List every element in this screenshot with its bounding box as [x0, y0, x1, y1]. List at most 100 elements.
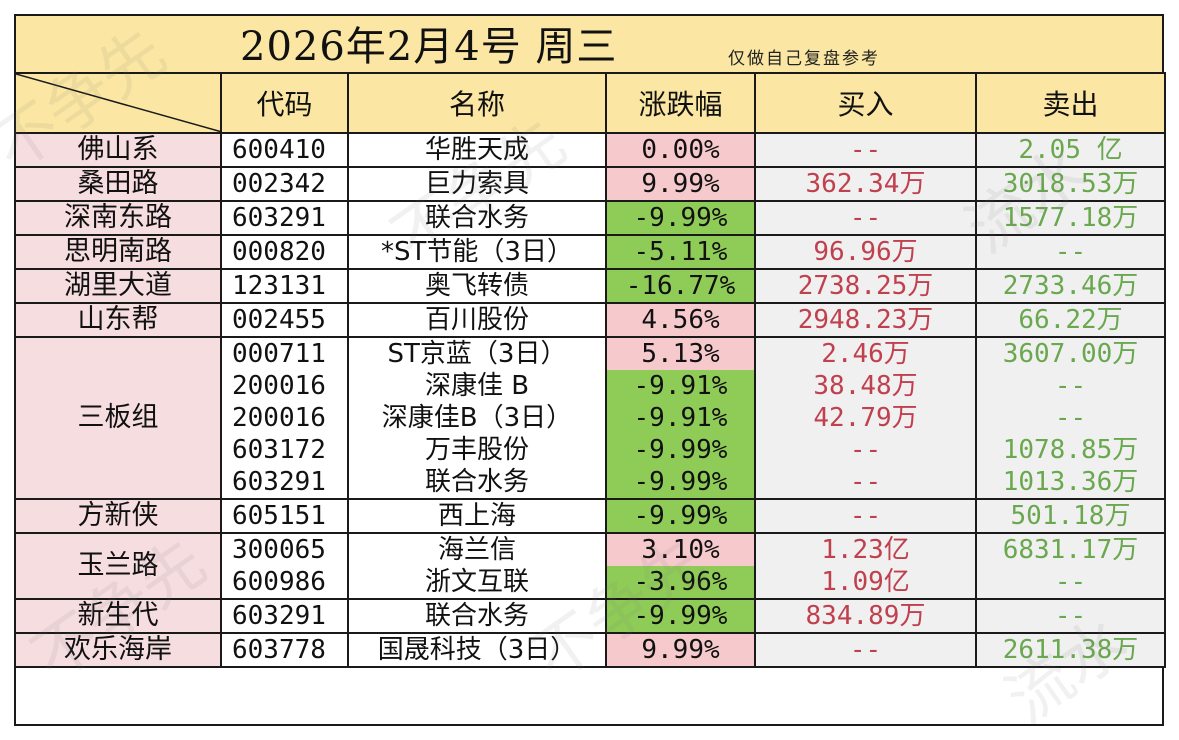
sell-amount: 66.22万	[975, 302, 1166, 338]
header-code: 代码	[220, 72, 349, 134]
stock-code: 000820	[220, 234, 349, 270]
page-title: 2026年2月4号 周三	[240, 24, 618, 70]
change-percent: 9.99%	[605, 166, 756, 202]
stock-code: 123131	[220, 268, 349, 304]
header-sell: 卖出	[975, 72, 1166, 134]
stock-code: 603291	[220, 598, 349, 634]
buy-amount: 362.34万	[754, 166, 977, 202]
page-subtitle: 仅做自己复盘参考	[728, 49, 880, 69]
change-percent: -9.99%	[605, 598, 756, 634]
sell-amount: 501.18万	[975, 498, 1166, 534]
buy-amount: 96.96万	[754, 234, 977, 270]
table-row: 方新侠 605151 西上海 -9.99% -- 501.18万	[14, 498, 1166, 534]
buy-amount: 834.89万	[754, 598, 977, 634]
diagonal-line-icon	[17, 75, 219, 131]
buy-amount: 2738.25万	[754, 268, 977, 304]
stock-code: 000711	[220, 336, 349, 370]
stock-name: 百川股份	[347, 302, 607, 338]
group-name: 深南东路	[14, 200, 222, 236]
stock-name: 华胜天成	[347, 132, 607, 168]
stock-name: 联合水务	[347, 466, 607, 500]
stock-name: 海兰信	[347, 532, 607, 566]
group-name: 新生代	[14, 598, 222, 634]
stock-code: 603172	[220, 434, 349, 466]
table-row: 欢乐海岸 603778 国晟科技（3日） 9.99% -- 2611.38万	[14, 632, 1166, 668]
sell-amount: 3018.53万	[975, 166, 1166, 202]
change-percent: 4.56%	[605, 302, 756, 338]
change-percent: -5.11%	[605, 234, 756, 270]
group-name: 欢乐海岸	[14, 632, 222, 668]
stock-name: 联合水务	[347, 598, 607, 634]
stock-code: 300065	[220, 532, 349, 566]
table-row: 600986 浙文互联 -3.96% 1.09亿 --	[15, 566, 1166, 600]
corner-cell	[14, 72, 222, 134]
sell-amount: 6831.17万	[975, 532, 1166, 566]
stock-name: 奥飞转债	[347, 268, 607, 304]
sell-amount: --	[975, 370, 1166, 402]
trading-table: 代码 名称 涨跌幅 买入 卖出 佛山系 600410 华胜天成 0.00% -- 2.05…	[14, 72, 1166, 668]
table-row: 新生代 603291 联合水务 -9.99% 834.89万 --	[14, 598, 1166, 634]
change-percent: 9.99%	[605, 632, 756, 668]
stock-code: 200016	[220, 370, 349, 402]
stock-name: 万丰股份	[347, 434, 607, 466]
stock-code: 002342	[220, 166, 349, 202]
stock-name: 联合水务	[347, 200, 607, 236]
change-percent: 3.10%	[605, 532, 756, 566]
table-row: 玉兰路 300065 海兰信 3.10% 1.23亿 6831.17万	[14, 532, 1166, 600]
group-name: 方新侠	[14, 498, 222, 534]
table-row: 山东帮 002455 百川股份 4.56% 2948.23万 66.22万	[14, 302, 1166, 338]
sell-amount: 2733.46万	[975, 268, 1166, 304]
table-row: 湖里大道 123131 奥飞转债 -16.77% 2738.25万 2733.46万	[14, 268, 1166, 304]
sell-amount: --	[975, 566, 1166, 600]
sell-amount: --	[975, 402, 1166, 434]
header-change: 涨跌幅	[605, 72, 756, 134]
sell-amount: 1078.85万	[975, 434, 1166, 466]
buy-amount: --	[754, 466, 977, 500]
table-row: 603291 联合水务 -9.99% -- 1013.36万	[15, 466, 1166, 500]
stock-name: *ST节能（3日）	[347, 234, 607, 270]
change-percent: -9.91%	[605, 370, 756, 402]
change-percent: -3.96%	[605, 566, 756, 600]
change-percent: -9.99%	[605, 498, 756, 534]
change-percent: -9.91%	[605, 402, 756, 434]
change-percent: -16.77%	[605, 268, 756, 304]
group-name: 玉兰路	[14, 532, 222, 600]
stock-name: ST京蓝（3日）	[347, 336, 607, 370]
stock-code: 002455	[220, 302, 349, 338]
sell-amount: 2611.38万	[975, 632, 1166, 668]
buy-amount: 2.46万	[754, 336, 977, 370]
sell-amount: --	[975, 598, 1166, 634]
table-row: 深南东路 603291 联合水务 -9.99% -- 1577.18万	[14, 200, 1166, 236]
stock-code: 600410	[220, 132, 349, 168]
buy-amount: --	[754, 200, 977, 236]
stock-name: 浙文互联	[347, 566, 607, 600]
stock-code: 600986	[220, 566, 349, 600]
change-percent: -9.99%	[605, 466, 756, 500]
table-row: 603172 万丰股份 -9.99% -- 1078.85万	[15, 434, 1166, 466]
table-row: 桑田路 002342 巨力索具 9.99% 362.34万 3018.53万	[14, 166, 1166, 202]
stock-name: 西上海	[347, 498, 607, 534]
change-percent: 5.13%	[605, 336, 756, 370]
buy-amount: 1.09亿	[754, 566, 977, 600]
buy-amount: 38.48万	[754, 370, 977, 402]
sell-amount: 1013.36万	[975, 466, 1166, 500]
buy-amount: 2948.23万	[754, 302, 977, 338]
table-row: 三板组 000711 ST京蓝（3日） 5.13% 2.46万 3607.00万	[14, 336, 1166, 500]
stock-code: 603291	[220, 200, 349, 236]
group-name: 佛山系	[14, 132, 222, 168]
sell-amount: 1577.18万	[975, 200, 1166, 236]
sell-amount: 3607.00万	[975, 336, 1166, 370]
sell-amount: --	[975, 234, 1166, 270]
change-percent: 0.00%	[605, 132, 756, 168]
table-row: 200016 深康佳 B -9.91% 38.48万 --	[15, 370, 1166, 402]
stock-name: 国晟科技（3日）	[347, 632, 607, 668]
table-row: 佛山系 600410 华胜天成 0.00% -- 2.05 亿	[14, 132, 1166, 168]
stock-code: 200016	[220, 402, 349, 434]
buy-amount: --	[754, 132, 977, 168]
title-bar	[14, 14, 1164, 74]
header-row: 代码 名称 涨跌幅 买入 卖出	[14, 72, 1166, 134]
header-name: 名称	[347, 72, 607, 134]
stock-name: 巨力索具	[347, 166, 607, 202]
buy-amount: 42.79万	[754, 402, 977, 434]
table-row: 200016 深康佳B（3日） -9.91% 42.79万 --	[15, 402, 1166, 434]
